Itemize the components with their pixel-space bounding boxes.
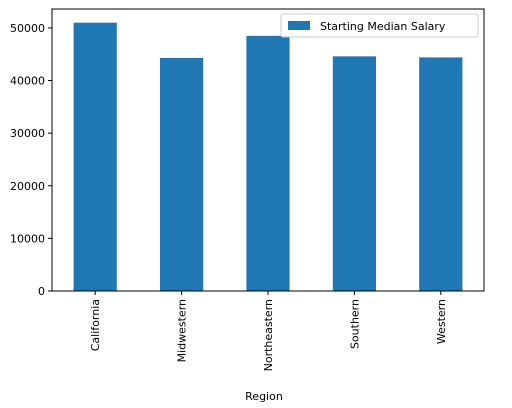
legend-label: Starting Median Salary xyxy=(320,20,446,33)
y-tick-label: 0 xyxy=(38,285,45,298)
y-tick-label: 30000 xyxy=(10,127,45,140)
bar-california xyxy=(73,22,117,291)
bars xyxy=(73,22,463,292)
x-axis: California Midwestern Northeastern Southern… xyxy=(89,291,448,371)
x-axis-title: Region xyxy=(245,390,283,403)
bar-midwestern xyxy=(160,57,204,291)
bar-northeastern xyxy=(246,35,290,291)
x-tick-label: Northeastern xyxy=(262,299,275,371)
x-tick-label: Western xyxy=(435,299,448,344)
bar-western xyxy=(419,57,463,291)
legend: Starting Median Salary xyxy=(280,13,479,38)
x-tick-label: Midwestern xyxy=(176,299,189,362)
y-tick-label: 50000 xyxy=(10,22,45,35)
y-tick-label: 40000 xyxy=(10,75,45,88)
y-tick-label: 10000 xyxy=(10,232,45,245)
bar-southern xyxy=(332,56,376,292)
x-tick-label: California xyxy=(89,299,102,351)
legend-swatch xyxy=(288,21,310,30)
x-tick-label: Southern xyxy=(348,299,361,349)
y-axis: 0 10000 20000 30000 40000 50000 xyxy=(10,22,52,298)
legend-box xyxy=(280,13,479,38)
y-tick-label: 20000 xyxy=(10,180,45,193)
plot-frame xyxy=(51,8,485,292)
